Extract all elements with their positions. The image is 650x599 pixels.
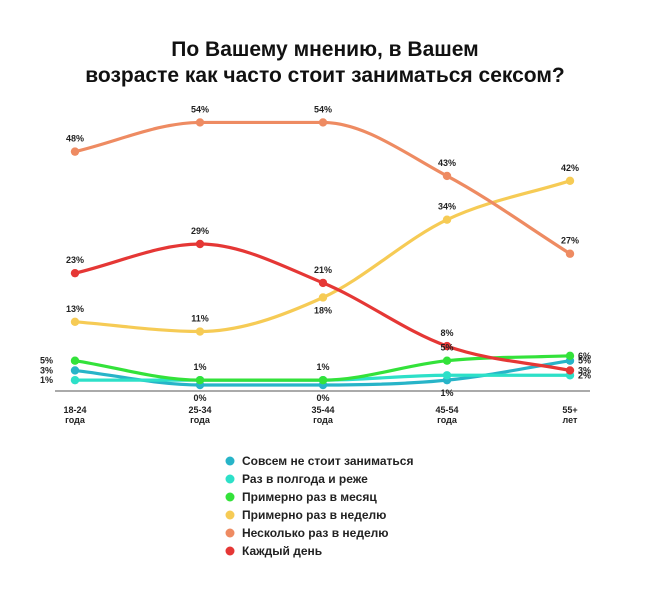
legend-label: Примерно раз в месяц (242, 490, 377, 504)
series-2 (70, 351, 575, 385)
legend-label: Каждый день (242, 544, 322, 558)
legend-label: Совсем не стоит заниматься (242, 454, 413, 468)
data-point (195, 239, 205, 249)
data-point (318, 278, 328, 288)
legend-item: Несколько раз в неделю (225, 526, 389, 540)
data-label: 34% (438, 202, 456, 212)
data-label: 54% (314, 104, 332, 114)
x-tick-label: года (65, 415, 86, 425)
x-tick-layer: 18-24года25-34года35-44года45-54года55+л… (63, 405, 578, 425)
x-tick-label: года (190, 415, 211, 425)
data-label: 18% (314, 305, 332, 315)
data-label: 5% (40, 356, 53, 366)
data-point (70, 366, 80, 375)
data-point (318, 118, 328, 127)
data-label: 1% (440, 388, 453, 398)
legend-item: Каждый день (225, 544, 322, 558)
x-tick-label: года (313, 415, 334, 425)
data-label: 0% (316, 393, 329, 403)
data-label: 13% (66, 304, 84, 314)
series-3 (70, 176, 575, 336)
legend-marker (225, 510, 235, 520)
data-label: 48% (66, 134, 84, 144)
data-label: 3% (40, 365, 53, 375)
legend-marker (225, 528, 235, 538)
data-label: 23% (66, 255, 84, 265)
legend-marker (225, 456, 235, 466)
data-point (318, 293, 328, 302)
data-label: 27% (561, 236, 579, 246)
data-label-layer: 3%0% 0% 1%5%1% 2%5%1% 1%5%6%13%11%18%34%42%4… (40, 104, 591, 403)
series-5 (70, 239, 575, 375)
series-layer (70, 118, 575, 390)
legend-item: Совсем не стоит заниматься (225, 454, 413, 468)
data-label: 43% (438, 158, 456, 168)
chart-title-line-2: возрасте как часто стоит заниматься секс… (85, 64, 564, 87)
legend-marker (225, 492, 235, 502)
data-label: 0% (193, 393, 206, 403)
data-point (565, 249, 575, 258)
data-label: 11% (191, 314, 209, 324)
x-tick-label: года (437, 415, 458, 425)
data-label: 1% (316, 362, 329, 372)
data-label: 42% (561, 163, 579, 173)
chart-title-line-1: По Вашему мнению, в Вашем (171, 38, 478, 61)
data-label: 54% (191, 104, 209, 114)
data-point (70, 268, 80, 278)
legend-marker (225, 546, 235, 556)
data-point (318, 375, 328, 385)
data-label: 5% (578, 356, 591, 366)
data-point (70, 317, 80, 326)
data-point (195, 118, 205, 127)
x-tick-label: 18-24 (63, 405, 86, 415)
legend-item: Примерно раз в неделю (225, 508, 386, 522)
x-tick-label: 35-44 (311, 405, 334, 415)
data-point (70, 147, 80, 156)
data-label: 8% (440, 328, 453, 338)
data-label: 1% (193, 362, 206, 372)
data-label: 29% (191, 226, 209, 236)
data-point (442, 356, 452, 365)
data-point (195, 375, 205, 385)
legend: Совсем не стоит заниматься Раз в полгода … (225, 454, 413, 558)
x-tick-label: 55+ (562, 405, 577, 415)
legend-marker (225, 474, 235, 484)
legend-label: Несколько раз в неделю (242, 526, 389, 540)
series-line (73, 120, 572, 256)
legend-label: Примерно раз в неделю (242, 508, 386, 522)
data-point (442, 171, 452, 181)
series-4 (70, 118, 575, 258)
data-label: 6% (578, 351, 591, 361)
data-point (565, 366, 575, 375)
legend-item: Примерно раз в месяц (225, 490, 377, 504)
data-point (195, 327, 205, 336)
data-point (565, 176, 575, 185)
data-point (442, 371, 452, 380)
data-label: 5% (440, 343, 453, 353)
data-label: 21% (314, 265, 332, 275)
legend-label: Раз в полгода и реже (242, 472, 368, 486)
legend-item: Раз в полгода и реже (225, 472, 368, 486)
data-point (442, 341, 452, 351)
data-point (565, 351, 575, 361)
x-tick-label: 25-34 (188, 405, 211, 415)
x-tick-label: лет (563, 415, 578, 425)
data-point (70, 375, 80, 385)
data-label: 1% (40, 375, 53, 385)
data-point (70, 356, 80, 365)
data-label: 3% (578, 365, 591, 375)
x-tick-label: 45-54 (435, 405, 458, 415)
data-label: 2% (578, 370, 591, 380)
data-point (442, 215, 452, 224)
